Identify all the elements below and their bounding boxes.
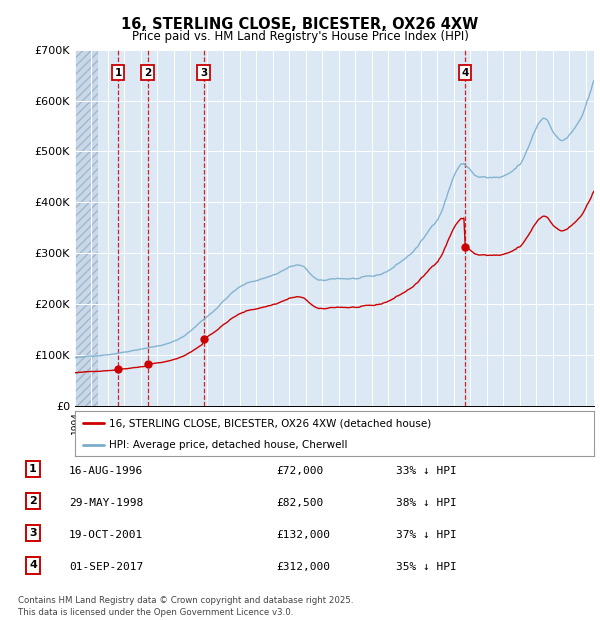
Text: 19-OCT-2001: 19-OCT-2001	[69, 530, 143, 540]
Text: 38% ↓ HPI: 38% ↓ HPI	[396, 498, 457, 508]
Text: 3: 3	[29, 528, 37, 538]
Text: 16-AUG-1996: 16-AUG-1996	[69, 466, 143, 476]
Text: 01-SEP-2017: 01-SEP-2017	[69, 562, 143, 572]
Text: 2: 2	[144, 68, 151, 78]
Text: 4: 4	[461, 68, 469, 78]
Text: 1: 1	[115, 68, 122, 78]
Text: HPI: Average price, detached house, Cherwell: HPI: Average price, detached house, Cher…	[109, 440, 347, 450]
Text: 2: 2	[29, 496, 37, 506]
Text: £132,000: £132,000	[276, 530, 330, 540]
Text: 16, STERLING CLOSE, BICESTER, OX26 4XW (detached house): 16, STERLING CLOSE, BICESTER, OX26 4XW (…	[109, 418, 431, 428]
Text: £82,500: £82,500	[276, 498, 323, 508]
Text: 33% ↓ HPI: 33% ↓ HPI	[396, 466, 457, 476]
Text: 4: 4	[29, 560, 37, 570]
Text: Price paid vs. HM Land Registry's House Price Index (HPI): Price paid vs. HM Land Registry's House …	[131, 30, 469, 43]
Text: 35% ↓ HPI: 35% ↓ HPI	[396, 562, 457, 572]
Text: Contains HM Land Registry data © Crown copyright and database right 2025.
This d: Contains HM Land Registry data © Crown c…	[18, 596, 353, 617]
Text: 3: 3	[200, 68, 207, 78]
Text: 1: 1	[29, 464, 37, 474]
Text: £72,000: £72,000	[276, 466, 323, 476]
Text: 16, STERLING CLOSE, BICESTER, OX26 4XW: 16, STERLING CLOSE, BICESTER, OX26 4XW	[121, 17, 479, 32]
Text: 37% ↓ HPI: 37% ↓ HPI	[396, 530, 457, 540]
Text: 29-MAY-1998: 29-MAY-1998	[69, 498, 143, 508]
Text: £312,000: £312,000	[276, 562, 330, 572]
